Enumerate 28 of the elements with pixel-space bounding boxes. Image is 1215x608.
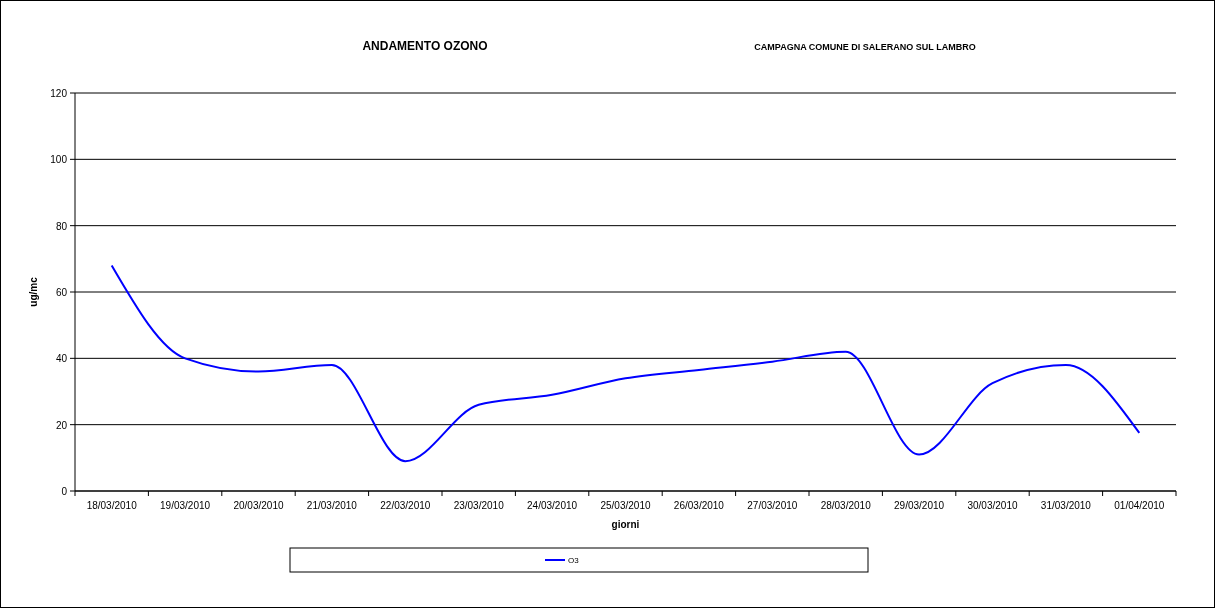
- x-tick-label: 24/03/2010: [527, 500, 578, 511]
- y-axis-title: ug/mc: [28, 276, 39, 307]
- x-tick-label: 27/03/2010: [747, 500, 798, 511]
- chart-subtitle: CAMPAGNA COMUNE DI SALERANO SUL LAMBRO: [754, 42, 976, 52]
- x-tick-label: 21/03/2010: [306, 500, 358, 511]
- legend-label: O3: [568, 556, 580, 565]
- x-tick-label: 01/04/2010: [1114, 500, 1165, 511]
- x-tick-label: 28/03/2010: [820, 500, 872, 511]
- y-tick-label: 80: [55, 220, 68, 232]
- x-tick-label: 29/03/2010: [894, 500, 945, 511]
- x-tick-label: 19/03/2010: [160, 500, 211, 511]
- x-tick-label: 23/03/2010: [453, 500, 505, 511]
- y-tick-label: 60: [55, 287, 68, 298]
- y-tick-label: 100: [50, 154, 68, 166]
- line-series: [110, 264, 1141, 463]
- x-tick-label: 30/03/2010: [967, 500, 1018, 511]
- x-tick-label: 31/03/2010: [1040, 500, 1092, 511]
- x-axis-title: giorni: [611, 519, 640, 530]
- y-tick-label: 0: [61, 486, 68, 497]
- x-tick-label: 25/03/2010: [600, 500, 651, 511]
- x-tick-label: 18/03/2010: [86, 500, 138, 511]
- x-tick-label: 26/03/2010: [673, 500, 725, 511]
- x-tick-label: 22/03/2010: [380, 500, 431, 511]
- y-tick-label: 20: [55, 419, 68, 431]
- y-tick-label: 120: [50, 88, 68, 99]
- chart-title: ANDAMENTO OZONO: [362, 39, 488, 53]
- x-tick-label: 20/03/2010: [233, 500, 284, 511]
- y-tick-label: 40: [55, 353, 68, 365]
